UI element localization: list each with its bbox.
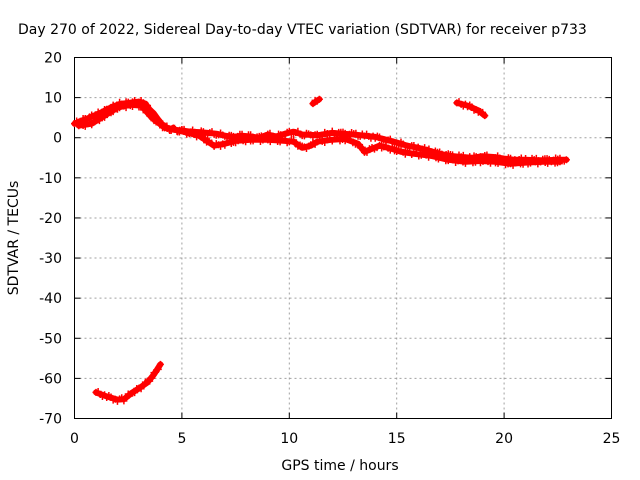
data-point	[346, 135, 354, 143]
data-point	[156, 360, 164, 368]
tick-labels-layer: 0 5 10 15 20 25 -70 -60 -50 -40 -30 -20 -10 0 10 20	[39, 51, 620, 448]
plot-frame	[74, 57, 612, 419]
data-layer	[71, 95, 570, 405]
x-tick-label: 25	[603, 431, 621, 447]
x-tick-label: 10	[280, 431, 298, 447]
chart-title: Day 270 of 2022, Sidereal Day-to-day VTE…	[18, 22, 587, 38]
y-tick-label: 20	[44, 51, 62, 67]
grid-layer	[74, 57, 612, 419]
data-point	[315, 95, 323, 103]
series-isolated-segment-11h	[309, 95, 323, 108]
x-axis-label: GPS time / hours	[281, 458, 398, 474]
data-point	[109, 108, 117, 116]
data-point	[363, 148, 371, 156]
y-axis-label: SDTVAR / TECUs	[6, 181, 22, 296]
x-tick-label: 15	[388, 431, 406, 447]
y-tick-label: -60	[39, 371, 62, 387]
series-lower-band	[75, 100, 564, 169]
y-tick-label: 0	[53, 131, 62, 147]
data-point	[148, 374, 156, 382]
y-tick-label: -50	[39, 331, 62, 347]
x-tick-label: 20	[495, 431, 513, 447]
data-point	[137, 101, 145, 109]
data-point	[148, 112, 156, 120]
data-point	[101, 113, 109, 121]
y-tick-label: -10	[39, 171, 62, 187]
data-point	[154, 365, 162, 373]
data-point	[290, 136, 298, 144]
data-point	[198, 132, 206, 140]
series-isolated-segment-18h	[453, 98, 489, 120]
data-point	[88, 121, 96, 129]
data-point	[562, 156, 570, 164]
data-point	[481, 112, 489, 120]
data-point	[131, 389, 139, 397]
y-tick-label: -40	[39, 291, 62, 307]
y-tick-label: -70	[39, 412, 62, 428]
data-point	[556, 158, 564, 166]
x-tick-label: 5	[177, 431, 186, 447]
x-tick-label: 0	[70, 431, 79, 447]
series-outlier-arc	[92, 360, 164, 405]
y-tick-label: -30	[39, 251, 62, 267]
y-tick-label: -20	[39, 211, 62, 227]
data-point	[358, 143, 366, 151]
data-point	[122, 394, 130, 402]
y-tick-label: 10	[44, 91, 62, 107]
data-point	[156, 120, 164, 128]
data-point	[144, 107, 152, 115]
